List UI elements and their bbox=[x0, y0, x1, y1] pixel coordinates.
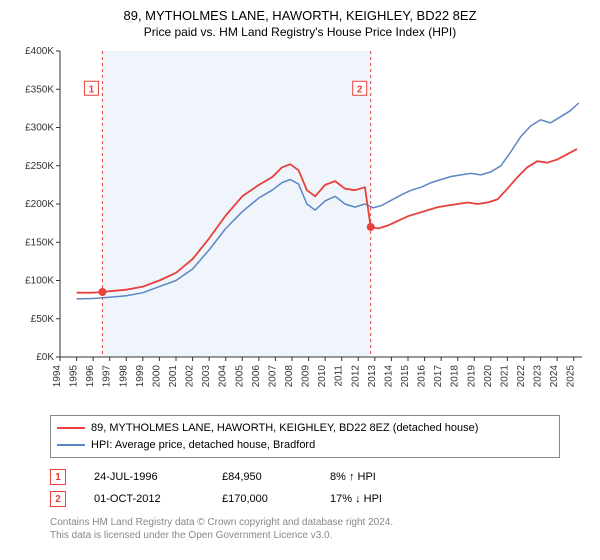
svg-text:2013: 2013 bbox=[367, 365, 378, 388]
reference-row-2: 2 01-OCT-2012 £170,000 17% ↓ HPI bbox=[50, 488, 560, 510]
svg-text:2008: 2008 bbox=[284, 365, 295, 388]
svg-text:£50K: £50K bbox=[31, 314, 55, 325]
legend-row-property: 89, MYTHOLMES LANE, HAWORTH, KEIGHLEY, B… bbox=[57, 420, 553, 437]
reference-price-2: £170,000 bbox=[222, 493, 302, 505]
svg-text:£350K: £350K bbox=[25, 84, 54, 95]
svg-text:1996: 1996 bbox=[85, 365, 96, 388]
chart-container: 89, MYTHOLMES LANE, HAWORTH, KEIGHLEY, B… bbox=[0, 0, 600, 548]
legend-label-hpi: HPI: Average price, detached house, Brad… bbox=[91, 437, 315, 454]
svg-text:2021: 2021 bbox=[499, 365, 510, 388]
reference-date-2: 01-OCT-2012 bbox=[94, 493, 194, 505]
svg-text:2012: 2012 bbox=[350, 365, 361, 388]
reference-hpi-2: 17% ↓ HPI bbox=[330, 493, 420, 505]
reference-row-1: 1 24-JUL-1996 £84,950 8% ↑ HPI bbox=[50, 466, 560, 488]
svg-text:2006: 2006 bbox=[251, 365, 262, 388]
page-subtitle: Price paid vs. HM Land Registry's House … bbox=[10, 25, 590, 39]
svg-text:2004: 2004 bbox=[218, 365, 229, 388]
reference-price-1: £84,950 bbox=[222, 471, 302, 483]
svg-text:2009: 2009 bbox=[301, 365, 312, 388]
svg-text:2025: 2025 bbox=[566, 365, 577, 388]
svg-text:2014: 2014 bbox=[383, 365, 394, 388]
svg-text:2018: 2018 bbox=[450, 365, 461, 388]
svg-text:£100K: £100K bbox=[25, 276, 54, 287]
svg-text:2001: 2001 bbox=[168, 365, 179, 388]
legend-swatch-property bbox=[57, 427, 85, 429]
svg-text:2020: 2020 bbox=[483, 365, 494, 388]
svg-text:2003: 2003 bbox=[201, 365, 212, 388]
line-chart-svg: £0K £50K £100K £150K £200K £250K £300K £350K £40… bbox=[10, 45, 590, 405]
footnote-line-1: Contains HM Land Registry data © Crown c… bbox=[50, 516, 560, 529]
reference-marker-1: 1 bbox=[50, 469, 66, 485]
svg-text:1: 1 bbox=[89, 84, 95, 95]
svg-text:£0K: £0K bbox=[36, 352, 54, 363]
svg-text:2019: 2019 bbox=[466, 365, 477, 388]
svg-text:2005: 2005 bbox=[234, 365, 245, 388]
svg-text:2023: 2023 bbox=[533, 365, 544, 388]
svg-text:1994: 1994 bbox=[52, 365, 63, 388]
legend-label-property: 89, MYTHOLMES LANE, HAWORTH, KEIGHLEY, B… bbox=[91, 420, 478, 437]
chart-area: £0K £50K £100K £150K £200K £250K £300K £350K £40… bbox=[10, 45, 590, 405]
svg-text:1999: 1999 bbox=[135, 365, 146, 388]
legend-row-hpi: HPI: Average price, detached house, Brad… bbox=[57, 437, 553, 454]
legend-box: 89, MYTHOLMES LANE, HAWORTH, KEIGHLEY, B… bbox=[50, 415, 560, 458]
svg-text:2000: 2000 bbox=[151, 365, 162, 388]
svg-text:2022: 2022 bbox=[516, 365, 527, 388]
svg-text:£400K: £400K bbox=[25, 46, 54, 57]
svg-text:2007: 2007 bbox=[267, 365, 278, 388]
footnote-line-2: This data is licensed under the Open Gov… bbox=[50, 529, 560, 542]
svg-text:2017: 2017 bbox=[433, 365, 444, 388]
svg-text:2: 2 bbox=[357, 84, 363, 95]
svg-text:1997: 1997 bbox=[102, 365, 113, 388]
svg-text:2002: 2002 bbox=[185, 365, 196, 388]
svg-text:2011: 2011 bbox=[334, 365, 345, 387]
svg-text:2015: 2015 bbox=[400, 365, 411, 388]
svg-text:2010: 2010 bbox=[317, 365, 328, 388]
reference-date-1: 24-JUL-1996 bbox=[94, 471, 194, 483]
svg-text:1998: 1998 bbox=[118, 365, 129, 388]
svg-text:£300K: £300K bbox=[25, 123, 54, 134]
svg-text:2016: 2016 bbox=[417, 365, 428, 388]
svg-text:£200K: £200K bbox=[25, 199, 54, 210]
svg-text:2024: 2024 bbox=[549, 365, 560, 388]
reference-marker-2: 2 bbox=[50, 491, 66, 507]
svg-text:£150K: £150K bbox=[25, 237, 54, 248]
page-title: 89, MYTHOLMES LANE, HAWORTH, KEIGHLEY, B… bbox=[10, 8, 590, 23]
reference-table: 1 24-JUL-1996 £84,950 8% ↑ HPI 2 01-OCT-… bbox=[50, 466, 560, 510]
legend-swatch-hpi bbox=[57, 444, 85, 446]
svg-text:£250K: £250K bbox=[25, 161, 54, 172]
footnote: Contains HM Land Registry data © Crown c… bbox=[50, 516, 560, 542]
reference-hpi-1: 8% ↑ HPI bbox=[330, 471, 420, 483]
svg-text:1995: 1995 bbox=[69, 365, 80, 388]
